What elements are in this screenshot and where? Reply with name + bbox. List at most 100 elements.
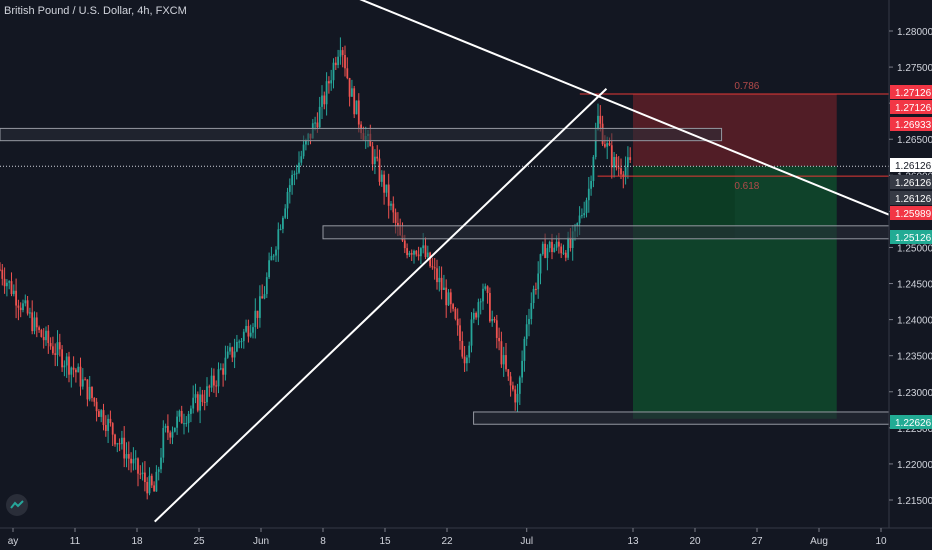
candle-body — [245, 325, 247, 332]
candle-body — [29, 312, 31, 314]
candle-body — [148, 475, 151, 494]
candle-body — [109, 418, 112, 424]
candle-body — [70, 367, 73, 375]
candle-body — [118, 443, 121, 445]
candle-body — [199, 394, 201, 411]
candle-body — [495, 320, 498, 338]
candle-body — [475, 312, 477, 318]
time-tick-label: 11 — [70, 536, 81, 547]
candle-body — [249, 332, 252, 337]
candle-body — [604, 144, 606, 147]
candle-body — [422, 245, 425, 249]
candle-body — [238, 341, 241, 343]
candle-body — [408, 253, 411, 256]
overlays-layer: 0.786 0.618 — [0, 0, 890, 523]
candle-body — [431, 266, 434, 268]
tradingview-logo-icon[interactable] — [6, 494, 28, 516]
candle-body — [564, 252, 567, 258]
candle-body — [22, 303, 24, 311]
candle-body — [173, 427, 176, 432]
candle-body — [562, 252, 565, 254]
candle-body — [293, 173, 296, 175]
candle-body — [224, 357, 227, 375]
candle-body — [392, 203, 395, 213]
candle-body — [286, 191, 289, 209]
candle-body — [196, 394, 199, 411]
candle-body — [532, 288, 535, 304]
candle-body — [482, 288, 484, 302]
candle-body — [325, 81, 328, 105]
candle-body — [463, 356, 466, 364]
time-axis[interactable]: ay 11 18 25 Jun 8 15 22 Jul 13 20 27 Aug 10 — [0, 527, 932, 547]
candle-body — [155, 471, 158, 492]
candle-body — [231, 347, 234, 358]
candle-body — [79, 366, 82, 387]
candle-body — [185, 423, 188, 425]
candle-body — [477, 302, 480, 318]
price-tick-label: 1.21500 — [897, 496, 932, 507]
candle-body — [213, 375, 215, 386]
candle-body — [210, 375, 213, 388]
candle-body — [26, 300, 29, 314]
candle-body — [35, 317, 38, 328]
candle-body — [187, 413, 190, 424]
candle-body — [571, 231, 574, 248]
candle-body — [415, 250, 418, 255]
candle-body — [523, 338, 526, 361]
candle-body — [130, 458, 132, 464]
candle-body — [461, 340, 464, 357]
price-tag-label: 1.25989 — [895, 209, 932, 220]
support-resistance-zone — [473, 411, 890, 425]
candle-body — [54, 353, 57, 355]
candle-body — [394, 212, 397, 223]
candle-body — [505, 355, 507, 370]
candle-body — [551, 241, 553, 253]
candle-body — [429, 252, 431, 267]
candle-body — [242, 331, 245, 342]
candle-body — [268, 260, 270, 278]
candle-body — [380, 174, 383, 182]
price-tag-label: 1.27126 — [895, 88, 932, 99]
candle-body — [42, 336, 45, 341]
candle-body — [265, 277, 268, 295]
candle-body — [337, 56, 339, 66]
candle-body — [33, 317, 36, 332]
candle-body — [493, 318, 496, 321]
candle-body — [456, 318, 459, 326]
candle-body — [164, 425, 167, 429]
candle-body — [606, 143, 609, 147]
candle-body — [215, 385, 218, 387]
candle-body — [518, 377, 521, 394]
candle-body — [302, 144, 305, 157]
candle-body — [226, 351, 229, 358]
candle-body — [433, 267, 436, 269]
candle-body — [167, 425, 169, 433]
price-axis[interactable]: 1.280001.275001.270001.265001.260001.255… — [888, 0, 932, 528]
candle-body — [150, 475, 153, 486]
candle-body — [321, 95, 323, 107]
candle-body — [484, 286, 487, 289]
candle-body — [374, 156, 376, 165]
candle-body — [31, 312, 34, 332]
candle-body — [77, 366, 80, 373]
candle-body — [516, 393, 519, 403]
candle-body — [578, 215, 581, 224]
candle-body — [298, 162, 300, 173]
candle-body — [426, 252, 429, 258]
candle-body — [581, 215, 583, 217]
candle-body — [252, 327, 254, 333]
candle-body — [261, 296, 264, 299]
candle-body — [468, 345, 471, 358]
candle-body — [597, 115, 599, 130]
candle-body — [141, 472, 144, 474]
price-tag-label: 1.26126 — [895, 161, 932, 172]
candle-body — [509, 376, 512, 386]
candle-body — [351, 88, 353, 97]
candle-body — [256, 310, 259, 318]
candle-body — [178, 410, 181, 417]
candle-body — [514, 389, 517, 403]
trendline — [154, 88, 608, 523]
candle-body — [240, 341, 243, 343]
candle-body — [585, 200, 588, 214]
